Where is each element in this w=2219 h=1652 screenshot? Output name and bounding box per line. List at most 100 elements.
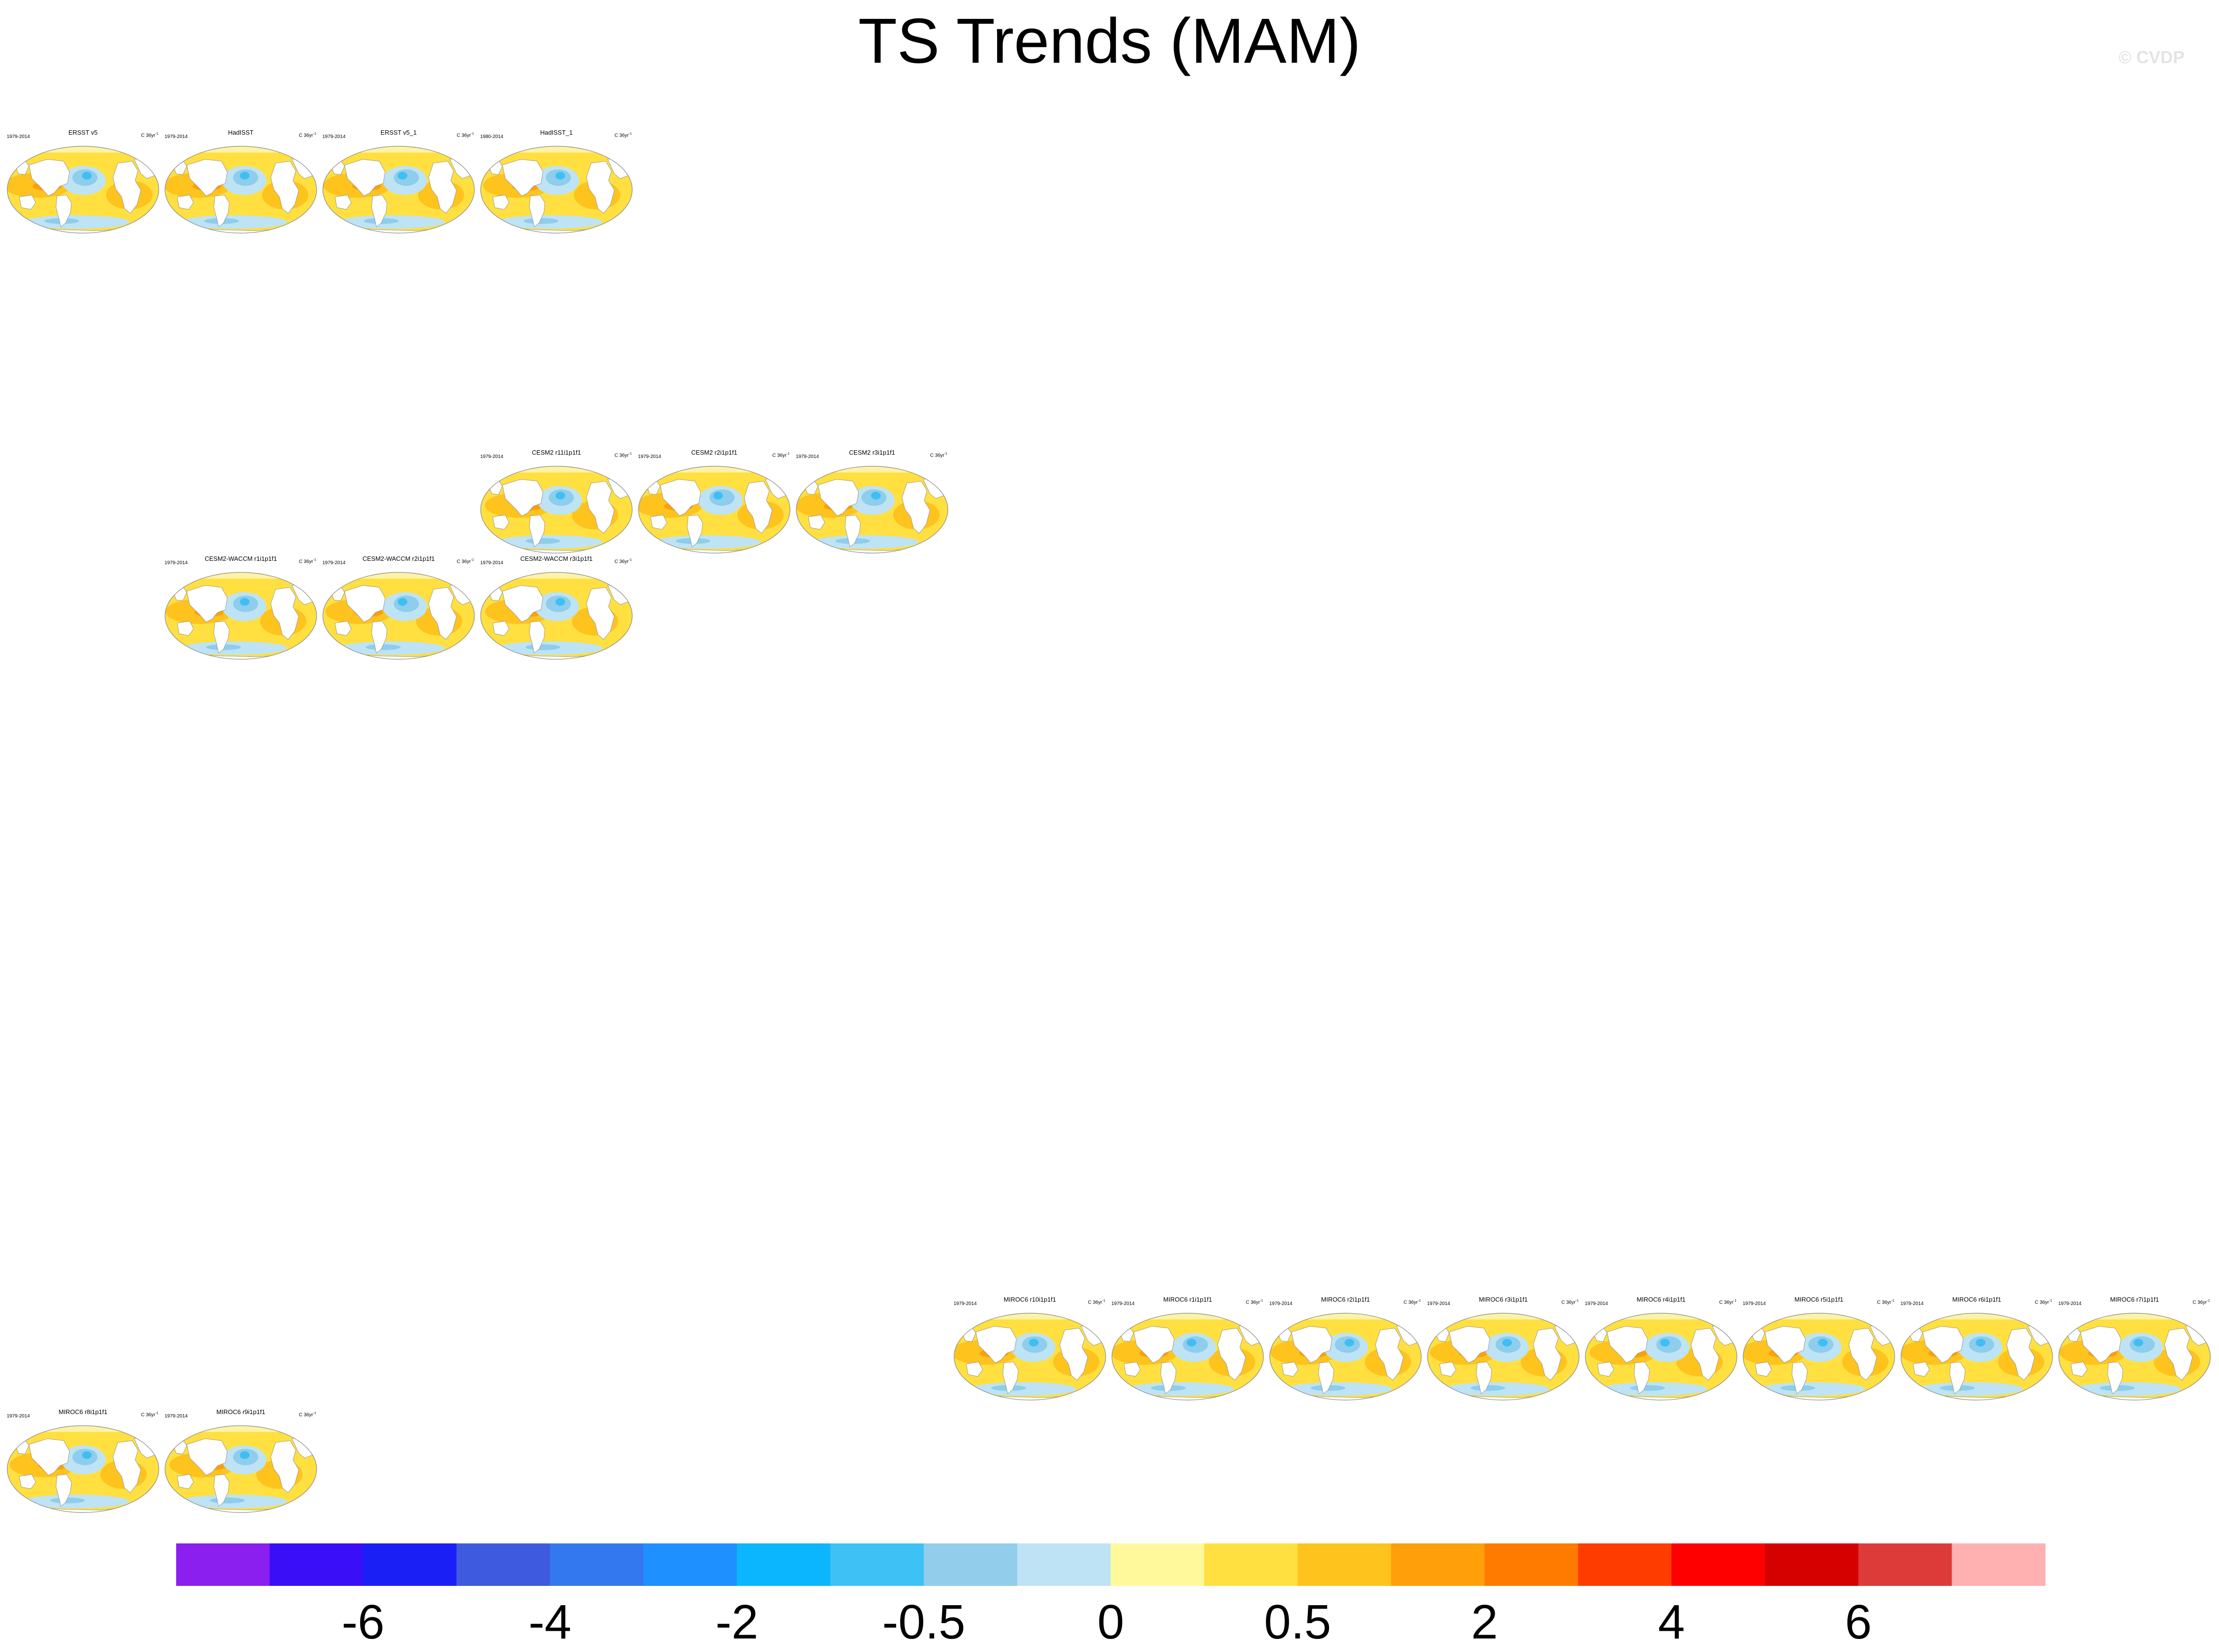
colorbar-tick-label: 2 [1471, 1595, 1498, 1649]
colorbar-bin [1858, 1543, 1952, 1586]
colorbar-bin [1765, 1543, 1859, 1586]
colorbar-bin [550, 1543, 644, 1586]
panel-units: C 36yr-1 [299, 132, 316, 139]
panel-years: 1979-2014 [954, 1301, 977, 1306]
map-panel: ERSST v5 1979-2014 C 36yr-1 [4, 127, 162, 236]
panel-years: 1979-2014 [1427, 1301, 1450, 1306]
colorbar-tick-label: -0.5 [882, 1595, 965, 1649]
panel-title: CESM2-WACCM r3i1p1f1 [520, 555, 593, 562]
map-plot [7, 1425, 159, 1513]
map-panel: CESM2 r3i1p1f1 1979-2014 C 36yr-1 [793, 447, 951, 556]
panel-years: 1979-2014 [165, 134, 188, 139]
panel-units: C 36yr-1 [614, 132, 632, 139]
panel-units: C 36yr-1 [2192, 1299, 2210, 1305]
page-title: TS Trends (MAM) [858, 5, 1361, 76]
colorbar-bin [736, 1543, 831, 1586]
map-plot [7, 146, 159, 234]
panel-years: 1979-2014 [7, 134, 30, 139]
map-panel: MIROC6 r2i1p1f1 1979-2014 C 36yr-1 [1266, 1294, 1425, 1403]
panel-years: 1979-2014 [638, 454, 661, 459]
colorbar-tick-label: -4 [528, 1595, 571, 1649]
map-plot [1900, 1313, 2053, 1401]
colorbar-bin [924, 1543, 1018, 1586]
panel-units: C 36yr-1 [141, 132, 158, 139]
panel-title: MIROC6 r7i1p1f1 [2110, 1296, 2159, 1303]
panel-title: CESM2 r2i1p1f1 [691, 449, 737, 456]
panel-units: C 36yr-1 [772, 452, 790, 458]
map-panel: MIROC6 r3i1p1f1 1979-2014 C 36yr-1 [1424, 1294, 1582, 1403]
colorbar-bin [1484, 1543, 1579, 1586]
map-panel: MIROC6 r6i1p1f1 1979-2014 C 36yr-1 [1898, 1294, 2056, 1403]
panel-title: MIROC6 r4i1p1f1 [1637, 1296, 1686, 1303]
map-panel: CESM2 r11i1p1f1 1979-2014 C 36yr-1 [477, 447, 636, 556]
panel-years: 1979-2014 [165, 560, 188, 566]
panel-years: 1979-2014 [322, 560, 346, 566]
panel-title: MIROC6 r8i1p1f1 [58, 1408, 108, 1416]
map-panel: MIROC6 r5i1p1f1 1979-2014 C 36yr-1 [1740, 1294, 1898, 1403]
colorbar-tick-label: 0 [1097, 1595, 1124, 1649]
panel-years: 1979-2014 [1900, 1301, 1924, 1306]
map-plot [165, 1425, 317, 1513]
map-panel: MIROC6 r9i1p1f1 1979-2014 C 36yr-1 [162, 1407, 320, 1515]
panel-title: MIROC6 r1i1p1f1 [1163, 1296, 1212, 1303]
panel-units: C 36yr-1 [141, 1412, 158, 1418]
panel-units: C 36yr-1 [2035, 1299, 2052, 1305]
panel-units: C 36yr-1 [457, 132, 474, 139]
panel-years: 1980-2014 [480, 134, 503, 139]
map-panel: ERSST v5_1 1979-2014 C 36yr-1 [319, 127, 478, 236]
map-panel: CESM2-WACCM r2i1p1f1 1979-2014 C 36yr-1 [319, 554, 478, 662]
panel-years: 1979-2014 [165, 1414, 188, 1419]
colorbar-bin [1017, 1543, 1111, 1586]
panel-units: C 36yr-1 [299, 558, 316, 565]
panel-title: MIROC6 r10i1p1f1 [1003, 1296, 1056, 1303]
map-panel: HadISST 1979-2014 C 36yr-1 [162, 127, 320, 236]
colorbar-tick-label: -2 [715, 1595, 758, 1649]
map-panel: MIROC6 r10i1p1f1 1979-2014 C 36yr-1 [951, 1294, 1109, 1403]
credit-label: © CVDP [2119, 47, 2185, 67]
map-plot [480, 146, 633, 234]
colorbar-bin [1204, 1543, 1298, 1586]
map-plot [322, 146, 475, 234]
panel-title: CESM2 r11i1p1f1 [532, 449, 581, 456]
colorbar-bin [1952, 1543, 2046, 1586]
panel-units: C 36yr-1 [930, 452, 947, 458]
panel-units: C 36yr-1 [614, 558, 632, 565]
panel-units: C 36yr-1 [1088, 1299, 1105, 1305]
map-panel: HadISST_1 1980-2014 C 36yr-1 [477, 127, 636, 236]
colorbar-bin [1671, 1543, 1765, 1586]
map-panel: CESM2-WACCM r1i1p1f1 1979-2014 C 36yr-1 [162, 554, 320, 662]
map-plot [165, 146, 317, 234]
panel-title: MIROC6 r6i1p1f1 [1952, 1296, 2001, 1303]
panel-title: CESM2-WACCM r1i1p1f1 [205, 555, 277, 562]
panel-title: MIROC6 r9i1p1f1 [216, 1408, 265, 1416]
panel-units: C 36yr-1 [1877, 1299, 1894, 1305]
map-panel: MIROC6 r1i1p1f1 1979-2014 C 36yr-1 [1109, 1294, 1267, 1403]
colorbar-tick-label: -6 [342, 1595, 385, 1649]
panel-years: 1979-2014 [480, 454, 503, 459]
map-plot [1111, 1313, 1264, 1401]
panel-title: ERSST v5_1 [380, 129, 417, 136]
colorbar-bin [1578, 1543, 1672, 1586]
colorbar-bin [1110, 1543, 1205, 1586]
panel-title: HadISST_1 [540, 129, 573, 136]
map-panel: MIROC6 r4i1p1f1 1979-2014 C 36yr-1 [1582, 1294, 1740, 1403]
map-panel: CESM2-WACCM r3i1p1f1 1979-2014 C 36yr-1 [477, 554, 636, 662]
map-plot [480, 466, 633, 554]
map-plot [322, 572, 475, 660]
panel-years: 1979-2014 [480, 560, 503, 566]
panel-title: MIROC6 r3i1p1f1 [1479, 1296, 1528, 1303]
colorbar-tick-label: 0.5 [1264, 1595, 1331, 1649]
panel-title: MIROC6 r2i1p1f1 [1321, 1296, 1370, 1303]
colorbar-tick-label: 4 [1658, 1595, 1685, 1649]
colorbar-bin [830, 1543, 924, 1586]
panel-years: 1979-2014 [796, 454, 819, 459]
map-plot [1269, 1313, 1422, 1401]
panel-years: 1979-2014 [1269, 1301, 1292, 1306]
map-plot [1585, 1313, 1737, 1401]
panel-title: ERSST v5 [68, 129, 98, 136]
colorbar-bin [1391, 1543, 1485, 1586]
colorbar-bin [643, 1543, 737, 1586]
panel-title: HadISST [228, 129, 254, 136]
panel-title: CESM2-WACCM r2i1p1f1 [362, 555, 435, 562]
panel-units: C 36yr-1 [457, 558, 474, 565]
